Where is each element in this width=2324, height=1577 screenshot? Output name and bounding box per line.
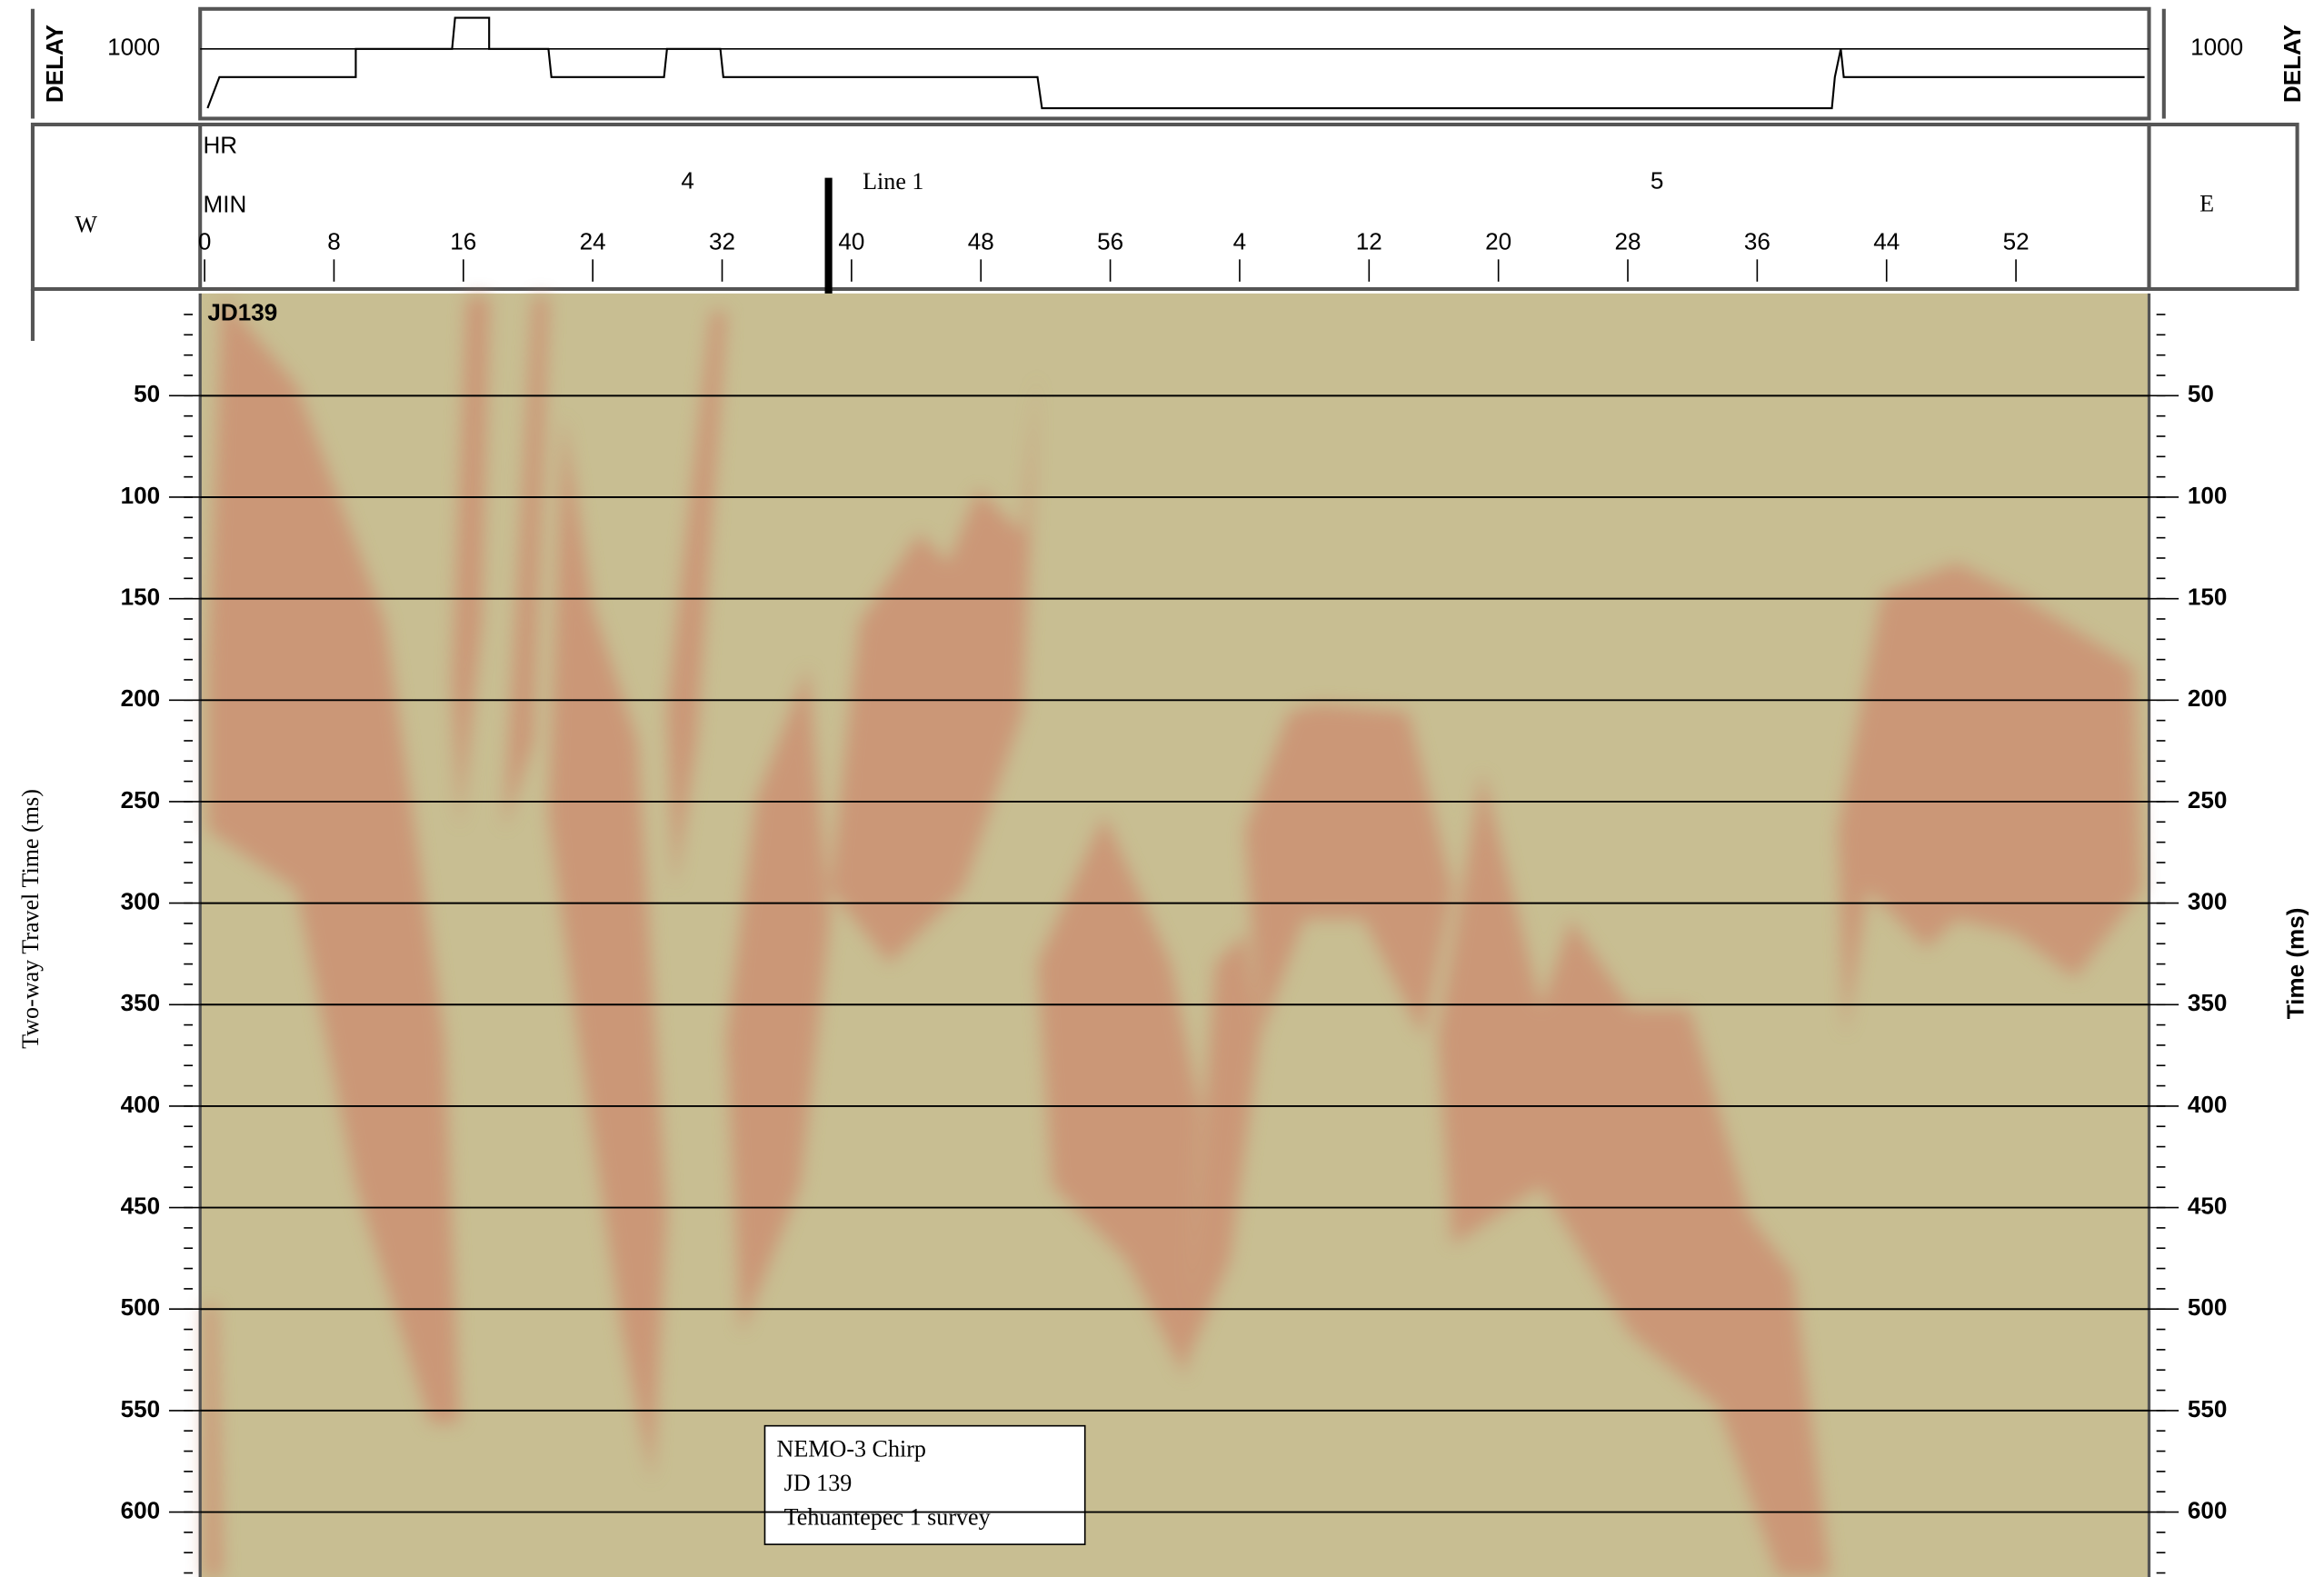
y-tick-label: 550 — [2188, 1395, 2228, 1422]
reflector — [666, 311, 727, 890]
reflector — [452, 296, 490, 831]
y-tick-label: 300 — [2188, 888, 2228, 915]
reflector — [1437, 770, 1830, 1577]
reflector — [1185, 933, 1261, 1364]
hour-tick-label: 5 — [1651, 166, 1664, 194]
reflector — [504, 296, 549, 831]
minute-tick-label: 48 — [968, 227, 994, 255]
caption-box — [763, 1424, 1086, 1545]
y-tick-label: 500 — [2188, 1293, 2228, 1321]
delay-tick-label: 1000 — [107, 34, 160, 61]
y-tick-label: 550 — [121, 1395, 161, 1422]
minute-tick-label: 36 — [1744, 227, 1770, 255]
delay-tick-label: 1000 — [2190, 34, 2243, 61]
delay-frame — [198, 6, 2151, 121]
reflector — [830, 370, 1038, 963]
minute-label: MIN — [203, 191, 246, 218]
y-tick-label: 150 — [2188, 584, 2228, 611]
reflector — [1838, 563, 2142, 1038]
delay-trace — [206, 16, 2145, 110]
minute-tick-label: 4 — [1233, 227, 1247, 255]
line-label: Line 1 — [863, 168, 923, 195]
y-tick-label: 300 — [121, 888, 161, 915]
reflector — [341, 948, 460, 1423]
reflector — [1037, 814, 1201, 1379]
reflectors — [204, 296, 2142, 1577]
y-tick-label: 600 — [121, 1496, 161, 1523]
west-label: W — [75, 211, 97, 237]
minute-tick-label: 40 — [838, 227, 864, 255]
y-tick-label: 400 — [2188, 1091, 2228, 1118]
y-axis-title: Time (ms) — [2281, 908, 2309, 1020]
minute-tick-label: 32 — [709, 227, 735, 255]
minute-tick-label: 24 — [580, 227, 606, 255]
delay-label: DELAY — [41, 25, 68, 103]
minute-tick-label: 0 — [198, 227, 212, 255]
y-tick-label: 350 — [2188, 989, 2228, 1016]
y-tick-label: 400 — [121, 1091, 161, 1118]
y-tick-label: 150 — [121, 584, 161, 611]
y-tick-label: 100 — [2188, 482, 2228, 509]
hour-label: HR — [203, 131, 237, 158]
y-tick-label: 50 — [2188, 380, 2214, 407]
y-tick-label: 500 — [121, 1293, 161, 1321]
y-tick-label: 100 — [121, 482, 161, 509]
y-tick-label: 350 — [121, 989, 161, 1016]
y-tick-label: 450 — [2188, 1192, 2228, 1219]
caption-line: JD 139 — [784, 1470, 853, 1496]
reflector — [548, 414, 667, 1482]
minute-tick-label: 56 — [1097, 227, 1123, 255]
minute-tick-label: 52 — [2003, 227, 2030, 255]
reflector — [204, 1303, 223, 1577]
reflector — [726, 666, 831, 1334]
minute-tick-label: 8 — [327, 227, 341, 255]
reflector — [1244, 704, 1453, 1038]
header-frame — [2147, 122, 2299, 292]
y-axis-title: Two-way Travel Time (ms) — [17, 789, 44, 1049]
caption-line: NEMO-3 Chirp — [777, 1435, 926, 1462]
y-tick-label: 50 — [134, 380, 160, 407]
y-tick-label: 250 — [2188, 786, 2228, 813]
y-tick-label: 200 — [2188, 684, 2228, 712]
minute-tick-label: 20 — [1485, 227, 1511, 255]
caption-line: Tehuantepec 1 survey — [784, 1503, 991, 1530]
minute-tick-label: 44 — [1873, 227, 1900, 255]
y-tick-label: 600 — [2188, 1496, 2228, 1523]
y-tick-label: 450 — [121, 1192, 161, 1219]
y-tick-label: 200 — [121, 684, 161, 712]
hour-tick-label: 4 — [681, 166, 694, 194]
y-tick-label: 250 — [121, 786, 161, 813]
east-label: E — [2199, 191, 2214, 217]
minute-tick-label: 16 — [450, 227, 476, 255]
minute-tick-label: 12 — [1356, 227, 1382, 255]
delay-label: DELAY — [2279, 25, 2306, 103]
profile-tag: JD139 — [207, 299, 277, 326]
minute-tick-label: 28 — [1615, 227, 1641, 255]
